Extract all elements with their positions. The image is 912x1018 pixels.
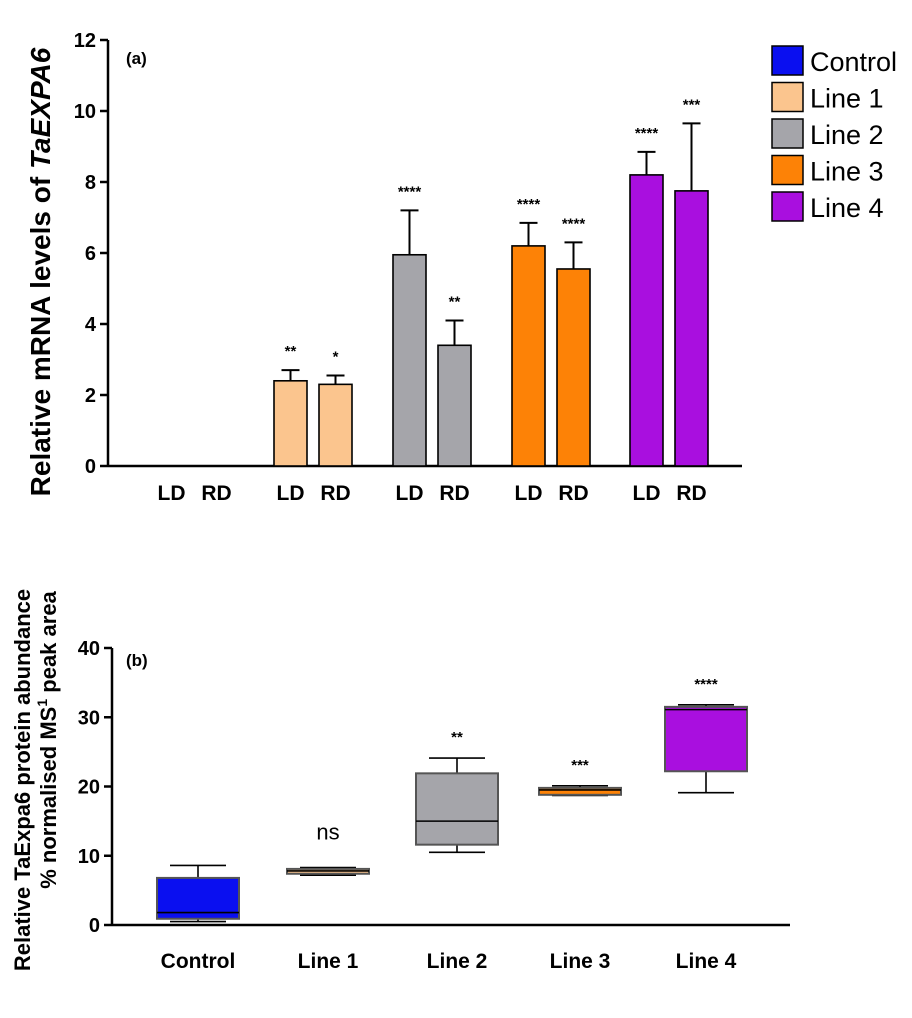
bar-rect <box>556 268 591 467</box>
box-line-1: ns <box>286 820 370 876</box>
panel-a-y-axis-label: Relative mRNA levels of TaEXPA6 <box>25 47 56 496</box>
panel-a-y-tick-label: 8 <box>85 172 96 194</box>
bar-line-3-ld: **** <box>511 196 546 467</box>
panel-a-label: (a) <box>126 49 147 68</box>
significance-label: **** <box>398 183 422 200</box>
panel-b-x-tick-label: Line 3 <box>550 950 611 973</box>
box-line-3: *** <box>538 757 622 797</box>
legend-label: Line 3 <box>810 157 884 187</box>
panel-a-x-tick-label: RD <box>320 482 350 505</box>
bar-rect <box>511 245 546 467</box>
legend-label: Line 4 <box>810 193 884 223</box>
panel-b-boxes: ns********* <box>156 676 748 923</box>
panel-b-x-tick-label: Line 4 <box>676 950 737 973</box>
legend-swatch <box>771 81 804 113</box>
significance-label: **** <box>517 196 541 213</box>
panel-a-x-tick-label: LD <box>396 482 424 505</box>
legend-swatch <box>771 45 804 76</box>
significance-label: ns <box>316 820 339 845</box>
bar-line-4-rd: *** <box>674 96 709 467</box>
bar-line-4-ld: **** <box>629 125 664 467</box>
significance-label: ** <box>449 293 461 310</box>
panel-a-y-tick-label: 10 <box>74 101 96 123</box>
bar-line-2-rd: ** <box>437 293 472 467</box>
box-rect <box>415 772 499 846</box>
panel-b-box-plot: Relative TaExpa6 protein abundance % nor… <box>10 589 790 973</box>
panel-b-y-tick-label: 20 <box>78 777 100 799</box>
panel-a-bars: ** ********************** <box>273 96 709 467</box>
panel-a-x-tick-label: LD <box>277 482 305 505</box>
panel-b-y-tick-label: 40 <box>78 638 100 660</box>
legend-swatch <box>771 118 804 149</box>
panel-a-x-tick-label: LD <box>633 482 661 505</box>
legend-label: Control <box>810 47 897 77</box>
bar-line-1-ld: ** <box>273 343 308 467</box>
panel-b-y-axis-label-line2: % normalised MS1 peak area <box>34 590 61 888</box>
significance-label: ** <box>451 729 463 746</box>
bar-rect <box>629 174 664 467</box>
panel-a-x-tick-label: RD <box>201 482 231 505</box>
box-rect <box>538 786 622 796</box>
panel-a-y-tick-label: 0 <box>85 456 96 478</box>
bar-rect <box>437 344 472 467</box>
bar-rect <box>318 383 353 467</box>
box-line-4: **** <box>664 676 748 794</box>
panel-b-y-tick-label: 10 <box>78 846 100 868</box>
significance-label: **** <box>694 676 718 693</box>
bar-line-3-rd: **** <box>556 215 591 467</box>
panel-a-x-tick-label: RD <box>558 482 588 505</box>
box-control <box>156 864 240 923</box>
panel-a-y-tick-label: 2 <box>85 385 96 407</box>
panel-b-x-tick-label: Control <box>161 950 236 973</box>
panel-a-x-tick-labels: LD RD LD RD LD RD LD RD LD RD <box>158 482 707 505</box>
panel-a-x-tick-label: RD <box>676 482 706 505</box>
legend-item-line-1: Line 1 <box>771 81 884 114</box>
legend-swatch <box>771 191 804 222</box>
panel-b-y-tick-label: 0 <box>89 915 100 937</box>
panel-a-x-tick-label: LD <box>515 482 543 505</box>
bar-rect <box>273 379 308 467</box>
legend-label: Line 1 <box>810 84 884 114</box>
panel-a-y-tick-label: 4 <box>85 314 97 336</box>
panel-b-y-axis-label-line1: Relative TaExpa6 protein abundance <box>10 589 35 971</box>
panel-b-y-tick-label: 30 <box>78 707 100 729</box>
significance-label: * <box>333 348 339 365</box>
panel-b-x-tick-label: Line 1 <box>298 950 359 973</box>
panel-a-y-tick-label: 6 <box>85 243 96 265</box>
bar-rect <box>392 253 427 467</box>
legend: Control Line 1 Line 2 Line 3 Line 4 <box>771 45 897 223</box>
significance-label: ** <box>285 343 297 360</box>
bar-line-2-ld: **** <box>392 183 427 467</box>
bar-line-1-rd: * <box>318 348 353 467</box>
legend-label: Line 2 <box>810 120 884 150</box>
legend-item-line-3: Line 3 <box>771 154 884 187</box>
legend-item-line-2: Line 2 <box>771 118 884 150</box>
panel-a-bar-chart: Relative mRNA levels of TaEXPA6 (a) 0 2 4 6… <box>25 30 897 505</box>
significance-label: **** <box>635 125 659 142</box>
box-line-2: ** <box>415 729 499 854</box>
legend-item-control: Control <box>771 45 897 77</box>
panel-b-x-tick-labels: Control Line 1 Line 2 Line 3 Line 4 <box>161 950 737 973</box>
significance-label: **** <box>562 215 586 232</box>
panel-a-x-tick-label: LD <box>158 482 186 505</box>
legend-item-line-4: Line 4 <box>771 191 884 223</box>
panel-b-y-axis: 0 10 20 30 40 <box>78 638 790 937</box>
panel-a-y-tick-label: 12 <box>74 30 96 52</box>
bar-rect <box>674 190 709 467</box>
box-rect <box>664 705 748 773</box>
legend-swatch <box>771 154 804 186</box>
significance-label: *** <box>571 757 589 774</box>
panel-a-x-tick-label: RD <box>439 482 469 505</box>
significance-label: *** <box>683 96 701 113</box>
panel-b-x-tick-label: Line 2 <box>427 950 488 973</box>
panel-b-label: (b) <box>126 651 148 670</box>
